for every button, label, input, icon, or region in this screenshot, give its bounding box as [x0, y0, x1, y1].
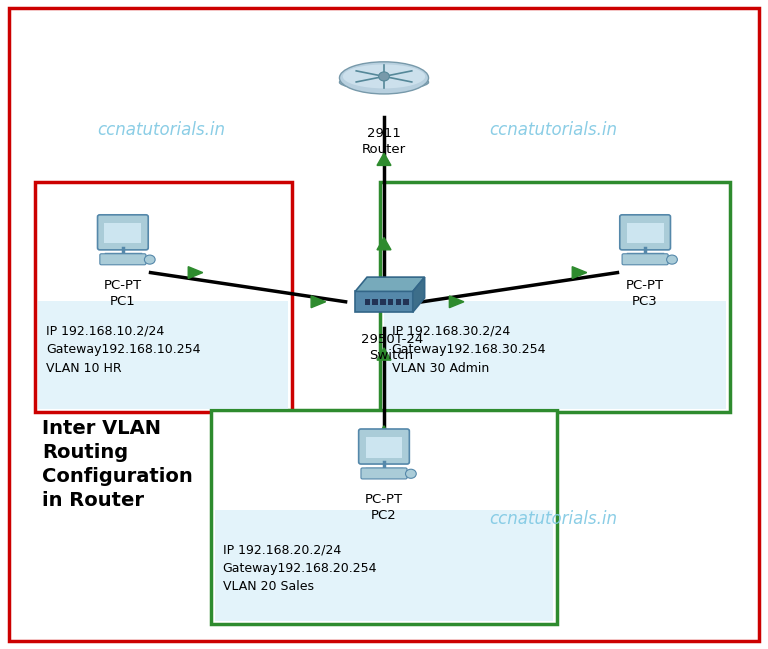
FancyBboxPatch shape — [388, 299, 393, 305]
Text: ccnatutorials.in: ccnatutorials.in — [489, 121, 617, 139]
FancyBboxPatch shape — [396, 299, 401, 305]
FancyBboxPatch shape — [620, 215, 670, 250]
FancyBboxPatch shape — [359, 429, 409, 464]
FancyBboxPatch shape — [38, 300, 288, 409]
FancyBboxPatch shape — [380, 299, 386, 305]
FancyBboxPatch shape — [622, 254, 668, 265]
Circle shape — [667, 255, 677, 264]
Ellipse shape — [343, 64, 425, 88]
FancyBboxPatch shape — [211, 410, 557, 624]
FancyBboxPatch shape — [35, 182, 292, 412]
Polygon shape — [412, 277, 425, 312]
Circle shape — [379, 72, 389, 81]
Polygon shape — [449, 296, 464, 308]
Text: 2950T-24
Switch: 2950T-24 Switch — [360, 333, 423, 362]
Polygon shape — [311, 296, 326, 308]
Text: IP 192.168.10.2/24
Gateway192.168.10.254
VLAN 10 HR: IP 192.168.10.2/24 Gateway192.168.10.254… — [46, 324, 200, 374]
Text: PC-PT
PC2: PC-PT PC2 — [365, 493, 403, 522]
Polygon shape — [355, 277, 425, 291]
Polygon shape — [377, 153, 391, 165]
FancyBboxPatch shape — [380, 182, 730, 412]
FancyBboxPatch shape — [98, 215, 148, 250]
Polygon shape — [355, 291, 412, 312]
FancyBboxPatch shape — [365, 299, 370, 305]
FancyBboxPatch shape — [403, 299, 409, 305]
Text: 2911
Router: 2911 Router — [362, 127, 406, 156]
FancyBboxPatch shape — [9, 8, 759, 641]
Polygon shape — [377, 238, 391, 250]
Text: IP 192.168.20.2/24
Gateway192.168.20.254
VLAN 20 Sales: IP 192.168.20.2/24 Gateway192.168.20.254… — [223, 543, 377, 593]
Circle shape — [144, 255, 155, 264]
FancyBboxPatch shape — [627, 223, 664, 243]
FancyBboxPatch shape — [100, 254, 146, 265]
Ellipse shape — [339, 62, 429, 94]
Ellipse shape — [339, 75, 429, 90]
Polygon shape — [572, 267, 587, 278]
FancyBboxPatch shape — [372, 299, 378, 305]
Text: PC-PT
PC1: PC-PT PC1 — [104, 279, 142, 308]
Text: ccnatutorials.in: ccnatutorials.in — [489, 510, 617, 528]
FancyBboxPatch shape — [215, 509, 553, 621]
Polygon shape — [188, 267, 203, 278]
Text: PC-PT
PC3: PC-PT PC3 — [626, 279, 664, 308]
FancyBboxPatch shape — [104, 223, 141, 243]
Circle shape — [406, 469, 416, 478]
FancyBboxPatch shape — [384, 300, 726, 409]
Polygon shape — [377, 426, 391, 438]
Polygon shape — [377, 348, 391, 360]
Text: IP 192.168.30.2/24
Gateway192.168.30.254
VLAN 30 Admin: IP 192.168.30.2/24 Gateway192.168.30.254… — [392, 324, 546, 374]
Text: ccnatutorials.in: ccnatutorials.in — [98, 121, 225, 139]
FancyBboxPatch shape — [361, 468, 407, 479]
Text: Inter VLAN
Routing
Configuration
in Router: Inter VLAN Routing Configuration in Rout… — [42, 419, 193, 510]
FancyBboxPatch shape — [366, 437, 402, 458]
